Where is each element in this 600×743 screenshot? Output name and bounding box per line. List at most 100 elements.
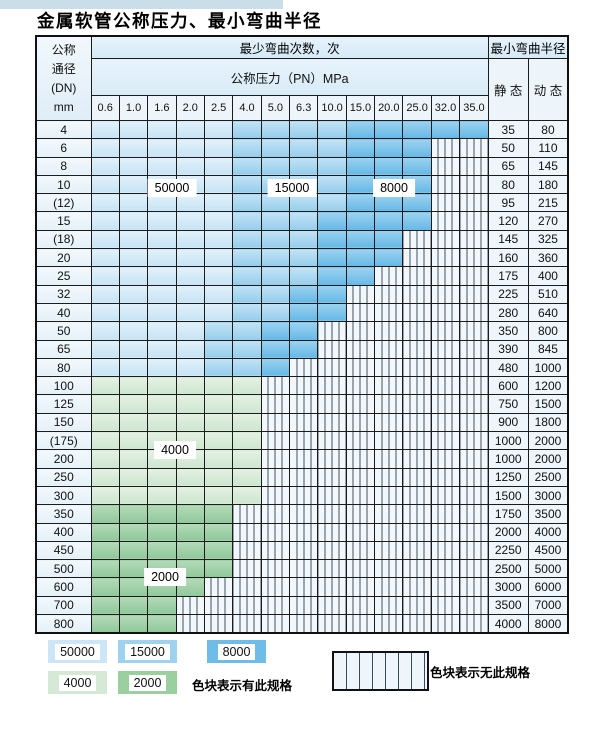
pressure-value-header: 6.3 xyxy=(289,95,319,121)
spec-cell-50000 xyxy=(90,156,120,176)
dn-cell: 65 xyxy=(35,339,92,359)
spec-cell-50000 xyxy=(90,138,120,158)
spec-cell-2000 xyxy=(90,559,120,579)
table-row: 300 1500 3000 xyxy=(35,485,569,506)
spec-cell-8000 xyxy=(402,138,432,158)
no-spec-cell xyxy=(317,595,347,616)
no-spec-cell xyxy=(430,467,461,487)
spec-cell-4000 xyxy=(147,394,177,414)
dynamic-value: 8000 xyxy=(527,614,569,634)
spec-cell-50000 xyxy=(147,229,177,250)
spec-cell-50000 xyxy=(118,119,149,140)
spec-cell-15000 xyxy=(289,138,319,158)
no-spec-cell xyxy=(459,138,489,158)
no-spec-cell xyxy=(459,449,489,469)
static-value: 175 xyxy=(487,266,529,286)
spec-table: 公称 通径 (DN) mm 最少弯曲次数，次 最小弯曲半径 公称压力（PN）MP… xyxy=(35,35,570,635)
spec-cell-8000 xyxy=(317,266,347,286)
dn-cell: 20 xyxy=(35,248,92,268)
no-spec-cell xyxy=(289,504,319,524)
spec-cell-2000 xyxy=(90,577,120,597)
dynamic-value: 145 xyxy=(527,156,569,176)
spec-cell-50000 xyxy=(175,156,205,176)
spec-cell-50000 xyxy=(175,248,205,268)
spec-cell-8000 xyxy=(402,119,432,140)
spec-cell-4000 xyxy=(118,412,149,433)
spec-cell-15000 xyxy=(232,248,262,268)
spec-cell-8000 xyxy=(374,119,404,140)
spec-cell-15000 xyxy=(232,339,262,359)
spec-cell-4000 xyxy=(118,467,149,487)
no-spec-cell xyxy=(430,394,461,414)
spec-cell-50000 xyxy=(90,193,120,213)
no-spec-cell xyxy=(345,614,376,634)
no-spec-cell xyxy=(430,193,461,213)
no-spec-cell xyxy=(345,467,376,487)
spec-cell-50000 xyxy=(203,156,234,176)
pressure-value-header: 1.6 xyxy=(147,95,177,121)
spec-cell-50000 xyxy=(175,266,205,286)
spec-cell-8000 xyxy=(374,211,404,231)
spec-cell-15000 xyxy=(317,174,347,195)
no-spec-cell xyxy=(374,302,404,323)
spec-cell-15000 xyxy=(317,119,347,140)
spec-cell-50000 xyxy=(175,119,205,140)
no-spec-cell xyxy=(374,614,404,634)
no-spec-cell xyxy=(232,577,262,597)
spec-cell-2000 xyxy=(118,504,149,524)
legend-swatch-value: 15000 xyxy=(125,643,170,660)
pressure-value-header: 20.0 xyxy=(374,95,404,121)
spec-cell-50000 xyxy=(203,302,234,323)
static-value: 2250 xyxy=(487,540,529,561)
pressure-value-header: 25.0 xyxy=(402,95,432,121)
no-spec-cell xyxy=(402,412,432,433)
spec-cell-4000 xyxy=(203,485,234,506)
spec-cell-50000 xyxy=(90,321,120,341)
table-row: 40 280 640 xyxy=(35,302,569,323)
no-spec-cell xyxy=(345,595,376,616)
no-spec-cell xyxy=(345,284,376,304)
spec-cell-15000 xyxy=(232,119,262,140)
spec-cell-15000 xyxy=(289,248,319,268)
no-spec-cell xyxy=(317,485,347,506)
cycles-label-15000: 15000 xyxy=(267,179,317,197)
spec-cell-4000 xyxy=(232,376,262,396)
no-spec-cell xyxy=(374,376,404,396)
spec-cell-15000 xyxy=(260,119,291,140)
no-spec-cell xyxy=(345,504,376,524)
spec-cell-4000 xyxy=(118,449,149,469)
no-spec-cell xyxy=(402,321,432,341)
spec-cell-50000 xyxy=(175,138,205,158)
table-row: 6 50 110 xyxy=(35,138,569,158)
spec-cell-15000 xyxy=(317,156,347,176)
spec-cell-50000 xyxy=(203,119,234,140)
dn-cell: 6 xyxy=(35,138,92,158)
dn-cell: 450 xyxy=(35,540,92,561)
no-spec-cell xyxy=(345,540,376,561)
spec-cell-50000 xyxy=(118,174,149,195)
no-spec-cell xyxy=(317,577,347,597)
spec-cell-50000 xyxy=(118,138,149,158)
legend-no-spec-swatch xyxy=(332,651,429,691)
spec-cell-8000 xyxy=(317,229,347,250)
spec-cell-8000 xyxy=(402,211,432,231)
table-row: 150 900 1800 xyxy=(35,412,569,433)
no-spec-cell xyxy=(317,412,347,433)
spec-cell-50000 xyxy=(147,284,177,304)
spec-cell-4000 xyxy=(90,449,120,469)
spec-cell-50000 xyxy=(118,284,149,304)
no-spec-cell xyxy=(430,376,461,396)
pressure-value-header: 32.0 xyxy=(430,95,461,121)
no-spec-cell xyxy=(459,357,489,378)
no-spec-cell xyxy=(430,431,461,451)
spec-table-wrap: 公称 通径 (DN) mm 最少弯曲次数，次 最小弯曲半径 公称压力（PN）MP… xyxy=(35,35,570,635)
table-row: 200 1000 2000 xyxy=(35,449,569,469)
no-spec-cell xyxy=(459,229,489,250)
no-spec-cell xyxy=(374,485,404,506)
dn-cell: 600 xyxy=(35,577,92,597)
dynamic-value: 3000 xyxy=(527,485,569,506)
no-spec-cell xyxy=(402,577,432,597)
spec-cell-15000 xyxy=(260,138,291,158)
dn-cell: 800 xyxy=(35,614,92,634)
spec-cell-4000 xyxy=(118,376,149,396)
